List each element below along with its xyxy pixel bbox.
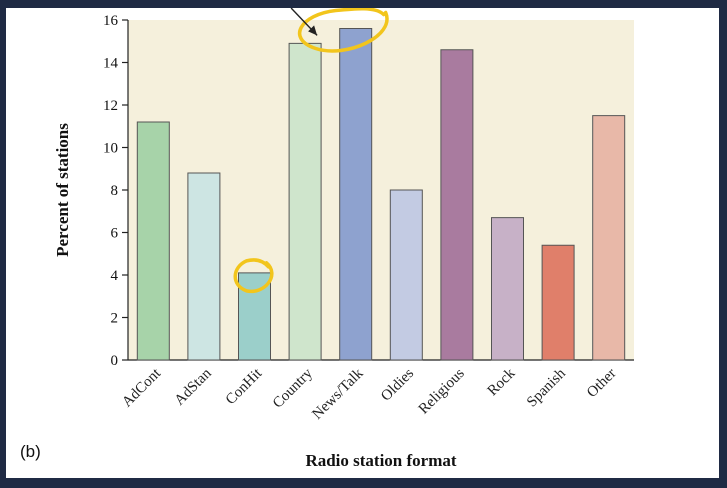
x-tick-label: Religious xyxy=(416,365,468,417)
y-tick-label: 12 xyxy=(103,98,118,114)
bar xyxy=(541,244,575,361)
bar xyxy=(136,121,170,361)
bar xyxy=(592,115,626,361)
x-tick-label: AdCont xyxy=(119,365,164,410)
annotation-arrow-head xyxy=(308,25,318,36)
x-tick-label: Spanish xyxy=(524,365,569,410)
bar xyxy=(288,42,322,361)
bar-chart: 0 2 4 6 8 10 12 14 16 AdCont AdStan ConHit CountryN… xyxy=(53,8,634,470)
x-tick-label: AdStan xyxy=(172,365,215,408)
highlight-circle xyxy=(233,258,274,294)
bar xyxy=(339,28,373,361)
x-tick-label: Rock xyxy=(485,365,519,399)
x-tick-label: News/Talk xyxy=(309,365,366,422)
y-tick-label: 4 xyxy=(111,268,119,284)
y-tick-label: 0 xyxy=(111,353,119,369)
highlight-circle xyxy=(297,8,389,53)
x-tick-label: ConHit xyxy=(223,365,266,408)
y-tick-label: 14 xyxy=(103,56,119,72)
bar xyxy=(491,217,524,361)
y-tick-label: 10 xyxy=(103,141,118,157)
x-axis-title: Radio station format xyxy=(305,451,456,470)
bar xyxy=(389,189,423,361)
bar xyxy=(187,172,221,361)
y-tick-label: 6 xyxy=(111,226,119,242)
y-axis-title: Percent of stations xyxy=(53,123,72,257)
x-tick-label: Oldies xyxy=(378,365,417,404)
y-tick-label: 16 xyxy=(103,13,119,29)
y-axis: 0 2 4 6 8 10 12 14 16 xyxy=(103,13,129,369)
y-tick-label: 2 xyxy=(111,311,119,327)
panel-label: (b) xyxy=(20,442,41,461)
annotations xyxy=(233,8,389,294)
figure-frame: 0 2 4 6 8 10 12 14 16 AdCont AdStan ConHit Country N… xyxy=(6,8,719,478)
x-tick-label: Other xyxy=(584,366,619,401)
bar xyxy=(440,49,474,361)
x-tick-label: Country xyxy=(270,365,316,411)
y-tick-label: 8 xyxy=(111,183,119,199)
bars xyxy=(136,28,626,361)
